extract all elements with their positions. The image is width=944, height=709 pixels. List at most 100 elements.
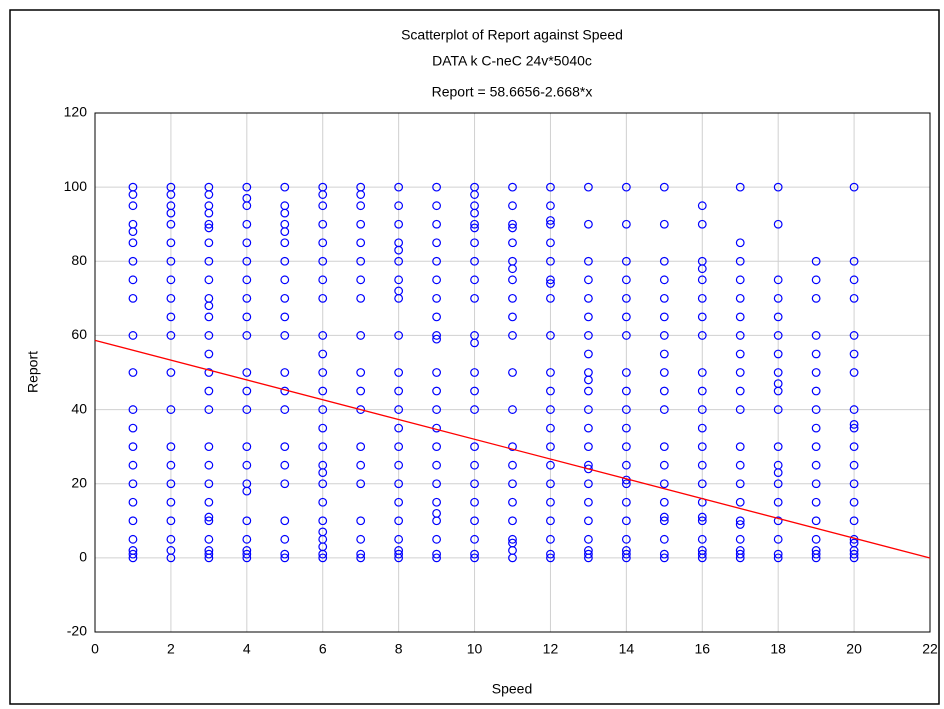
point: [508, 219, 517, 229]
point: [204, 460, 214, 470]
point: [849, 293, 859, 303]
point: [356, 460, 366, 470]
point: [508, 312, 517, 322]
point: [242, 331, 252, 340]
point: [432, 442, 441, 452]
point: [394, 368, 404, 377]
point: [318, 527, 328, 537]
point: [204, 512, 214, 522]
point: [659, 497, 669, 507]
point: [621, 546, 631, 555]
point: [697, 516, 707, 526]
point: [773, 368, 783, 377]
point: [280, 442, 290, 452]
point: [280, 201, 290, 211]
point: [128, 423, 138, 433]
point: [204, 349, 214, 359]
point: [356, 386, 366, 396]
point: [621, 549, 631, 559]
point: [811, 405, 821, 414]
point: [356, 442, 366, 452]
point: [432, 460, 441, 470]
point: [546, 238, 555, 248]
point: [394, 546, 404, 555]
point: [432, 497, 441, 507]
point: [735, 516, 745, 526]
point: [735, 312, 745, 322]
point: [166, 293, 176, 303]
point: [584, 312, 593, 322]
point: [204, 534, 214, 544]
point: [318, 497, 328, 507]
point: [697, 405, 707, 414]
point: [432, 368, 441, 377]
chart-subtitle: DATA k C-neC 24v*5040c: [432, 53, 592, 69]
point: [432, 201, 441, 211]
point: [584, 386, 593, 396]
x-tick-label: 16: [694, 641, 710, 657]
point: [735, 238, 745, 248]
point: [432, 256, 441, 266]
point: [811, 331, 821, 340]
point: [546, 423, 555, 433]
point: [204, 546, 214, 555]
point: [697, 293, 707, 303]
point: [356, 293, 366, 303]
x-tick-label: 6: [319, 641, 327, 657]
point: [204, 331, 214, 340]
point: [773, 275, 783, 285]
point: [849, 423, 859, 433]
point: [356, 219, 366, 229]
point: [508, 538, 517, 548]
point: [697, 386, 707, 396]
point: [584, 479, 593, 489]
point: [546, 479, 555, 489]
point: [621, 442, 631, 452]
point: [697, 312, 707, 322]
point: [432, 275, 441, 285]
point: [280, 275, 290, 285]
point: [204, 497, 214, 507]
point: [849, 460, 859, 470]
point: [242, 182, 252, 192]
x-tick-label: 14: [619, 641, 635, 657]
fit-label: Report = 58.6656-2.668*x: [432, 84, 593, 100]
point: [659, 460, 669, 470]
point: [621, 182, 631, 192]
point: [166, 275, 176, 285]
point: [204, 386, 214, 396]
point: [394, 405, 404, 414]
point: [394, 386, 404, 396]
point: [242, 293, 252, 303]
point: [773, 516, 783, 526]
point: [204, 219, 214, 229]
point: [128, 460, 138, 470]
point: [584, 368, 593, 377]
point: [280, 219, 290, 229]
point: [811, 516, 821, 526]
point: [432, 331, 441, 340]
point: [470, 275, 479, 285]
point: [128, 201, 138, 211]
point: [318, 238, 328, 248]
point: [546, 201, 555, 211]
point: [621, 331, 631, 340]
point: [811, 293, 821, 303]
point: [166, 238, 176, 248]
point: [697, 201, 707, 211]
point: [318, 368, 328, 377]
point: [811, 256, 821, 266]
point: [659, 275, 669, 285]
point: [697, 256, 707, 266]
point: [128, 238, 138, 248]
point: [621, 386, 631, 396]
point: [659, 219, 669, 229]
point: [394, 497, 404, 507]
point: [508, 405, 517, 414]
point: [584, 516, 593, 526]
point: [204, 479, 214, 489]
point: [242, 534, 252, 544]
x-tick-label: 8: [395, 641, 403, 657]
point: [470, 553, 479, 563]
point: [128, 516, 138, 526]
